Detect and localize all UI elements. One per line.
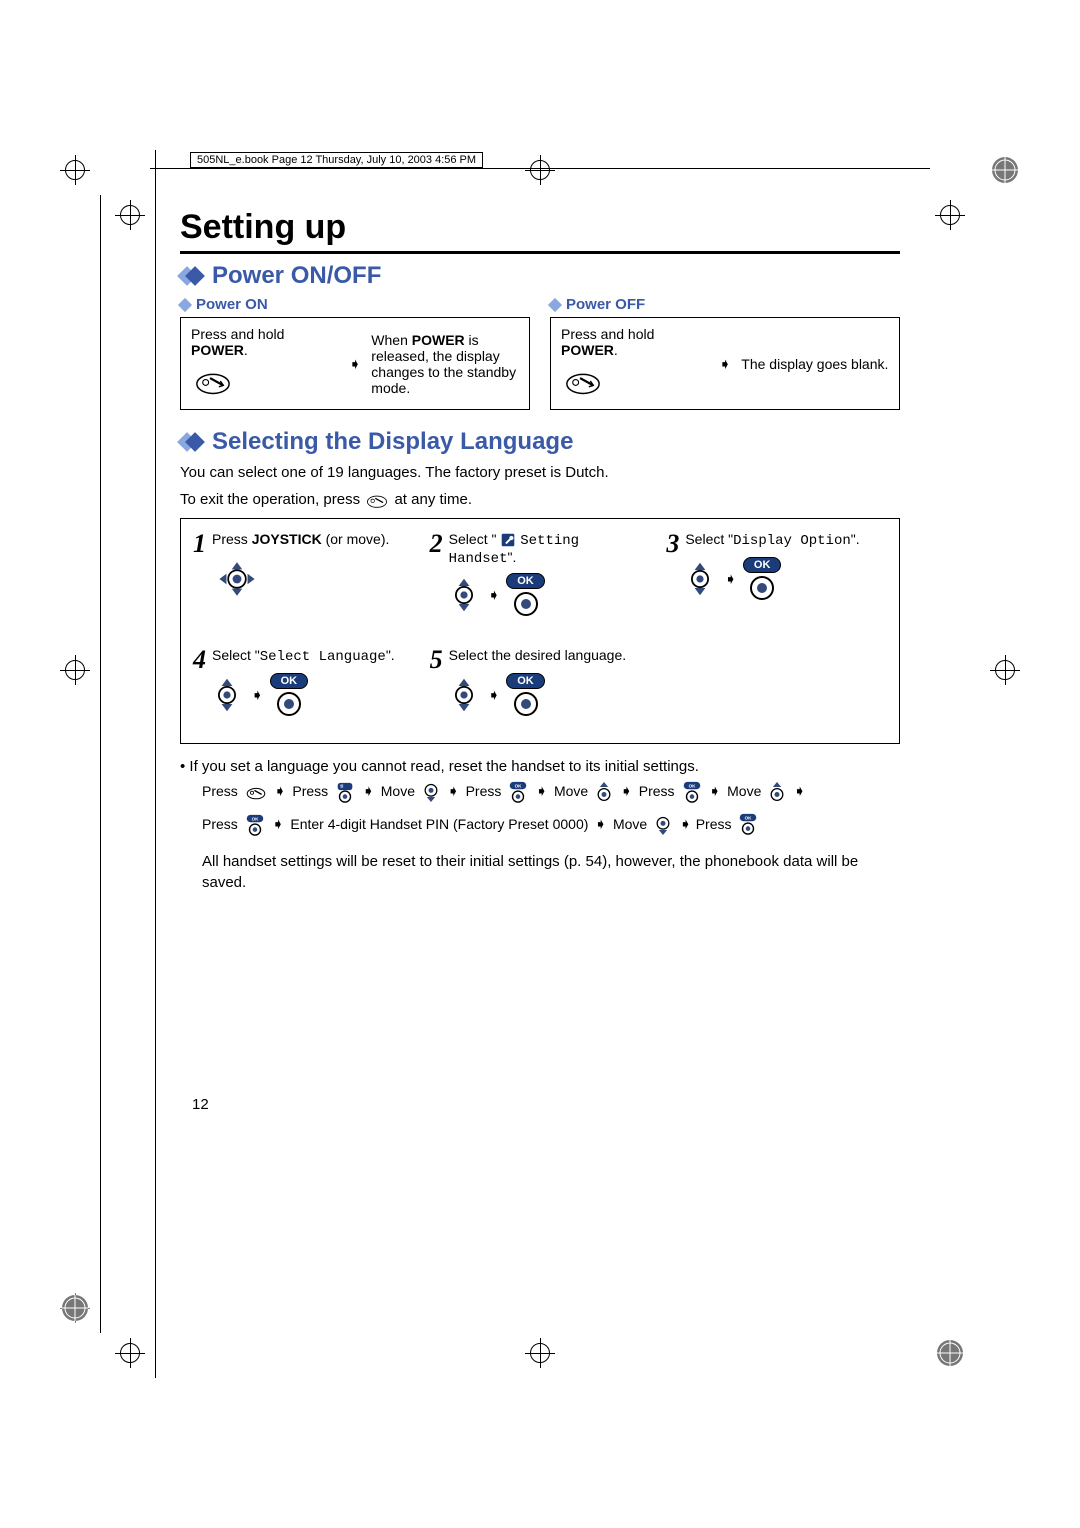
reset-bullet: • If you set a language you cannot read,… xyxy=(180,758,900,775)
arrow-icon: ➧ xyxy=(447,775,460,808)
crop-mark-icon xyxy=(525,1338,555,1368)
steps-container: 1 Press JOYSTICK (or move). 2 xyxy=(180,518,900,744)
joystick-all-icon xyxy=(209,557,265,601)
joystick-up-icon xyxy=(767,781,787,803)
step-number: 1 xyxy=(193,531,206,557)
arrow-icon: ➧ xyxy=(793,775,806,808)
frame-line xyxy=(155,150,156,1378)
arrow-icon: ➧ xyxy=(535,775,548,808)
power-on-col: Power ON Press and hold POWER. ➧ xyxy=(180,292,530,410)
svg-text:OK: OK xyxy=(745,816,753,821)
ok-button-icon: OK xyxy=(244,814,266,836)
ok-button-icon: OK xyxy=(737,813,759,835)
power-button-icon xyxy=(561,364,605,398)
page-number: 12 xyxy=(192,1096,209,1113)
arrow-icon: ➧ xyxy=(362,775,375,808)
joystick-updown-icon xyxy=(682,559,718,599)
crop-mark-icon xyxy=(60,155,90,185)
title-rule xyxy=(180,251,900,254)
step-1: 1 Press JOYSTICK (or move). xyxy=(193,531,414,617)
diamond-small-icon xyxy=(178,297,192,311)
power-button-icon xyxy=(244,784,268,800)
joystick-up-icon xyxy=(594,781,614,803)
ok-button-icon: OK xyxy=(507,781,529,803)
page-title: Setting up xyxy=(180,208,900,247)
arrow-icon: ➧ xyxy=(272,808,285,841)
power-on-label: Power ON xyxy=(180,296,530,313)
heading-text: Power ON/OFF xyxy=(212,262,381,290)
step-number: 2 xyxy=(430,531,443,557)
step-5: 5 Select the desired language. ➧ OK xyxy=(430,647,651,717)
ok-badge: OK xyxy=(506,673,545,689)
arrow-icon: ➧ xyxy=(274,775,287,808)
joystick-updown-icon xyxy=(209,675,245,715)
center-button-icon xyxy=(511,691,541,717)
menu-ok-icon xyxy=(334,781,356,803)
svg-text:OK: OK xyxy=(515,783,523,788)
ok-badge: OK xyxy=(270,673,309,689)
ok-badge: OK xyxy=(743,557,782,573)
arrow-icon: ➧ xyxy=(251,686,264,704)
step-number: 3 xyxy=(666,531,679,557)
page-content: 505NL_e.book Page 12 Thursday, July 10, … xyxy=(180,150,900,893)
heading-text: Selecting the Display Language xyxy=(212,428,573,456)
diamond-icon xyxy=(180,435,202,449)
arrow-icon: ➧ xyxy=(620,775,633,808)
center-button-icon xyxy=(274,691,304,717)
ok-badge: OK xyxy=(506,573,545,589)
arrow-icon: ➧ xyxy=(594,808,607,841)
registration-mark-icon xyxy=(935,1338,965,1368)
crop-mark-icon xyxy=(115,1338,145,1368)
joystick-updown-icon xyxy=(446,575,482,615)
power-off-box: Press and hold POWER. ➧ The display goes… xyxy=(550,317,900,410)
ok-button-icon: OK xyxy=(681,781,703,803)
crop-mark-icon xyxy=(935,200,965,230)
registration-mark-icon xyxy=(60,1293,90,1323)
diamond-small-icon xyxy=(548,297,562,311)
arrow-icon: ➧ xyxy=(719,355,732,373)
step-2: 2 Select " Setting Handset". ➧ OK xyxy=(430,531,651,617)
language-exit: To exit the operation, press at any time… xyxy=(180,489,900,510)
center-button-icon xyxy=(747,575,777,601)
book-metadata: 505NL_e.book Page 12 Thursday, July 10, … xyxy=(190,152,483,168)
joystick-updown-icon xyxy=(446,675,482,715)
power-button-icon xyxy=(364,491,390,509)
step-3: 3 Select "Display Option". ➧ OK xyxy=(666,531,887,617)
wrench-icon xyxy=(500,533,516,547)
power-on-box: Press and hold POWER. ➧ When POWER is re… xyxy=(180,317,530,410)
arrow-icon: ➧ xyxy=(488,586,501,604)
arrow-icon: ➧ xyxy=(349,355,362,373)
diamond-icon xyxy=(180,269,202,283)
crop-mark-icon xyxy=(60,655,90,685)
section-heading-language: Selecting the Display Language xyxy=(180,428,900,456)
arrow-icon: ➧ xyxy=(679,808,692,841)
reset-sequence: Press ➧ Press ➧ Move ➧ Press OK ➧ Move ➧… xyxy=(202,775,900,841)
arrow-icon: ➧ xyxy=(488,686,501,704)
frame-line xyxy=(100,195,101,1333)
crop-mark-icon xyxy=(990,655,1020,685)
step-number: 5 xyxy=(430,647,443,673)
step-number: 4 xyxy=(193,647,206,673)
arrow-icon: ➧ xyxy=(724,570,737,588)
language-intro: You can select one of 19 languages. The … xyxy=(180,462,900,483)
section-heading-power: Power ON/OFF xyxy=(180,262,900,290)
reset-note: All handset settings will be reset to th… xyxy=(202,851,900,893)
power-off-col: Power OFF Press and hold POWER. ➧ xyxy=(550,292,900,410)
crop-mark-icon xyxy=(115,200,145,230)
power-off-label: Power OFF xyxy=(550,296,900,313)
power-row: Power ON Press and hold POWER. ➧ xyxy=(180,292,900,410)
joystick-down-icon xyxy=(421,781,441,803)
arrow-icon: ➧ xyxy=(709,775,722,808)
step-4: 4 Select "Select Language". ➧ OK xyxy=(193,647,414,717)
power-button-icon xyxy=(191,364,235,398)
center-button-icon xyxy=(511,591,541,617)
svg-text:OK: OK xyxy=(251,816,259,821)
registration-mark-icon xyxy=(990,155,1020,185)
svg-text:OK: OK xyxy=(688,783,696,788)
joystick-down-icon xyxy=(653,814,673,836)
